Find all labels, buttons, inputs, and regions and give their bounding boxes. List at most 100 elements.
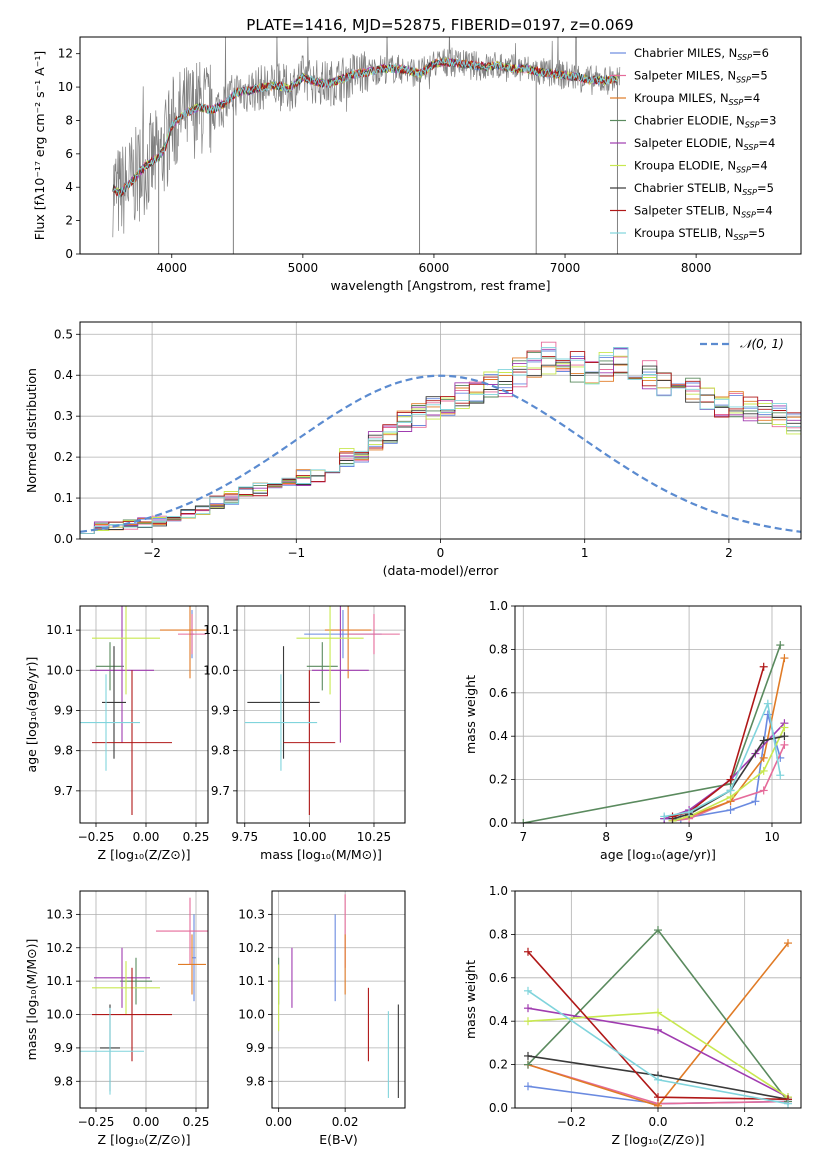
y-tick-label: 0.2 <box>489 1058 508 1072</box>
weight-marker-salpeter-miles <box>780 740 789 749</box>
legend-entry-salpeter-stelib: Salpeter STELIB, NSSP=4 <box>634 204 773 220</box>
x-axis-label: Z [log₁₀(Z/Z⊙)] <box>98 847 191 862</box>
legend-entry-salpeter-elodie: Salpeter ELODIE, NSSP=4 <box>634 136 775 152</box>
x-tick-label: 0.00 <box>133 830 160 844</box>
weight-marker-salpeter-stelib <box>524 947 532 956</box>
panel-weight-vs-Z: −0.2 0.0 0.2 0.0 0.2 0.4 0.6 0.8 1.0 Z [log₁₀(Z/Z… <box>463 884 802 1147</box>
weight-marker-chabrier-elodie <box>524 1060 532 1069</box>
y-tick-label: 10.1 <box>238 974 265 988</box>
plot-area <box>80 322 801 539</box>
weight-marker-chabrier-elodie <box>776 641 785 650</box>
x-tick-label: 4000 <box>156 261 187 275</box>
legend-entry-salpeter-miles: Salpeter MILES, NSSP=5 <box>634 69 768 85</box>
x-tick-label: 8 <box>602 830 610 844</box>
x-axis-label: age [log₁₀(age/yr)] <box>600 847 716 862</box>
y-tick-label: 10.2 <box>238 941 265 955</box>
y-tick-label: 0.8 <box>489 927 508 941</box>
y-tick-label: 9.9 <box>246 1041 265 1055</box>
y-tick-label: 0.0 <box>489 816 508 830</box>
histogram-chabrier-elodie <box>80 352 801 535</box>
x-tick-label: 1 <box>581 546 589 560</box>
x-tick-label: −0.25 <box>78 1115 115 1129</box>
y-tick-label: 10.0 <box>203 663 230 677</box>
y-tick-label: 0.1 <box>54 491 73 505</box>
y-axis-label: Flux [fλ10⁻¹⁷ erg cm⁻² s⁻¹ A⁻¹] <box>32 51 47 240</box>
weight-marker-kroupa-elodie <box>524 1017 532 1026</box>
y-tick-label: 10 <box>58 80 73 94</box>
y-tick-label: 0.0 <box>54 532 73 546</box>
model-line-salpeter-stelib <box>112 58 618 198</box>
weight-line-chabrier-miles <box>664 714 782 820</box>
weight-marker-chabrier-miles <box>751 797 760 806</box>
model-line-chabrier-stelib <box>112 58 618 198</box>
x-tick-label: 9.75 <box>231 830 258 844</box>
weight-marker-kroupa-miles <box>654 1101 662 1108</box>
weight-marker-kroupa-stelib <box>784 1099 792 1108</box>
weight-marker-chabrier-elodie <box>654 926 662 935</box>
y-tick-label: 10.3 <box>238 907 265 921</box>
weight-marker-kroupa-elodie <box>759 766 768 775</box>
y-tick-label: 12 <box>58 47 73 61</box>
plot-area <box>237 606 405 823</box>
y-tick-label: 9.7 <box>54 784 73 798</box>
x-axis-label: mass [log₁₀(M/M⊙)] <box>260 847 382 862</box>
y-tick-label: 9.7 <box>211 784 230 798</box>
normal-curve <box>80 374 801 533</box>
plot-area <box>80 891 208 1108</box>
weight-marker-salpeter-stelib <box>759 662 768 671</box>
x-axis-label: E(B-V) <box>319 1132 358 1147</box>
y-axis-label: mass weight <box>463 960 478 1039</box>
axes-frame <box>79 890 209 1109</box>
x-tick-label: 9 <box>685 830 693 844</box>
y-axis-label: Normed distribution <box>24 368 39 493</box>
y-tick-label: 0.4 <box>489 729 508 743</box>
legend-entry-chabrier-stelib: Chabrier STELIB, NSSP=5 <box>634 181 774 197</box>
model-line-kroupa-stelib <box>112 57 618 199</box>
weight-marker-kroupa-miles <box>759 753 768 762</box>
weight-marker-kroupa-stelib <box>685 808 694 817</box>
histogram-kroupa-miles <box>80 357 801 535</box>
panel-mass-vs-Z: −0.25 0.00 0.25 9.8 9.9 10.0 10.1 10.2 10.3 Z [lo… <box>24 890 209 1147</box>
axes-frame <box>79 321 802 540</box>
panel-weight-vs-age: 7 8 9 10 0.0 0.2 0.4 0.6 0.8 1.0 age [log₁₀(age/yr… <box>463 599 802 862</box>
weight-marker-kroupa-stelib <box>763 699 772 708</box>
axes-frame <box>236 605 406 824</box>
axes-frame <box>79 36 802 255</box>
panel-mass-vs-EBV: 0.00 0.02 9.8 9.9 10.0 10.1 10.2 10.3 E(B-V) <box>238 890 406 1147</box>
weight-marker-chabrier-elodie <box>519 819 528 823</box>
panel-residuals: −2 −1 0 1 2 0.0 0.1 0.2 0.3 0.4 0.5 (data-model)/er… <box>24 321 802 578</box>
weight-marker-kroupa-miles <box>784 939 792 948</box>
weight-marker-kroupa-miles <box>780 654 789 663</box>
y-tick-label: 1.0 <box>489 884 508 898</box>
weight-marker-salpeter-stelib <box>726 775 735 784</box>
y-tick-label: 9.8 <box>211 744 230 758</box>
legend: Chabrier MILES, NSSP=6 Salpeter MILES, NS… <box>610 46 776 242</box>
weight-marker-kroupa-stelib <box>654 1075 662 1084</box>
y-tick-label: 0.5 <box>54 327 73 341</box>
plot-area <box>112 37 621 254</box>
x-tick-label: 0.0 <box>648 1115 667 1129</box>
y-tick-label: 10.0 <box>46 1008 73 1022</box>
x-tick-label: −1 <box>287 546 305 560</box>
legend-entry-kroupa-miles: Kroupa MILES, NSSP=4 <box>634 91 760 107</box>
weight-marker-salpeter-elodie <box>654 1025 662 1034</box>
weight-marker-salpeter-stelib <box>668 812 677 821</box>
x-tick-label: 0 <box>437 546 445 560</box>
x-tick-label: 0.02 <box>332 1115 359 1129</box>
y-tick-label: 10.1 <box>46 623 73 637</box>
plot-area <box>272 891 405 1108</box>
axes-frame <box>514 890 802 1109</box>
y-tick-label: 0.4 <box>54 368 73 382</box>
plot-area <box>80 606 208 823</box>
x-tick-label: 10 <box>764 830 779 844</box>
y-tick-label: 8 <box>65 113 73 127</box>
weight-marker-salpeter-elodie <box>524 1004 532 1013</box>
y-tick-label: 10.0 <box>238 1008 265 1022</box>
y-axis-label: mass [log₁₀(M/M⊙)] <box>24 939 39 1061</box>
weight-marker-chabrier-stelib <box>524 1051 532 1060</box>
axes-frame <box>79 605 209 824</box>
y-tick-label: 0.6 <box>489 686 508 700</box>
legend-entry-normal: 𝒩(0, 1) <box>740 337 784 351</box>
x-tick-label: 0.00 <box>133 1115 160 1129</box>
y-tick-label: 0.2 <box>489 773 508 787</box>
